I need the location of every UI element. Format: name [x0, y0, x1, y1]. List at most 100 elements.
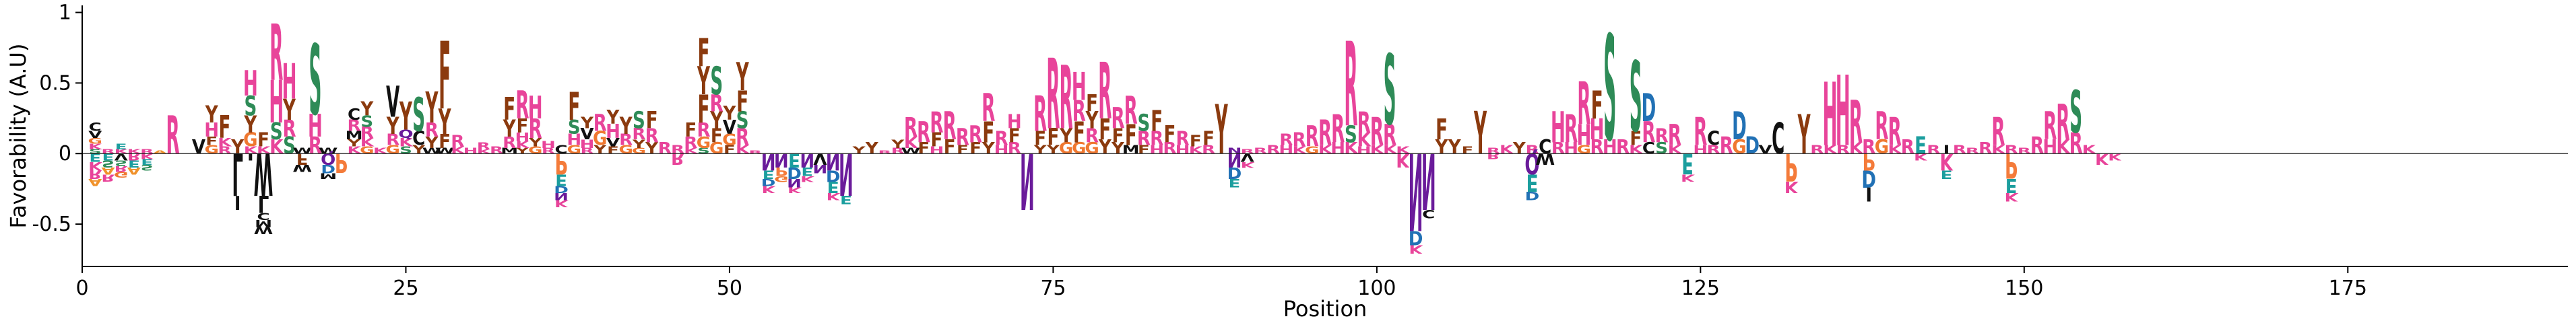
logo-letter: R [994, 129, 1008, 150]
logo-letter: F [1163, 122, 1176, 148]
logo-stack: YFR [1111, 102, 1125, 157]
logo-letter-negative: L [232, 139, 243, 207]
logo-letter: Y [1797, 105, 1811, 168]
logo-letter: R [1318, 113, 1332, 154]
logo-letter: R [593, 110, 607, 137]
logo-stack: C [1772, 115, 1784, 164]
logo-letter: C [1642, 139, 1655, 157]
x-tick-label: 0 [75, 277, 88, 300]
logo-letter: F [1151, 105, 1163, 139]
logo-letter: K [218, 136, 232, 149]
logo-stack: HS [1603, 6, 1617, 174]
logo-letter: R [697, 120, 710, 141]
logo-letter-negative: V [115, 151, 129, 163]
logo-letter: F [931, 130, 943, 151]
logo-letter: F [1436, 114, 1448, 147]
logo-letter: K [244, 145, 258, 156]
logo-letter: F [917, 139, 930, 157]
logo-letter: R [645, 125, 659, 147]
logo-letter-negative: D [1409, 226, 1423, 248]
logo-letter: C [1539, 137, 1551, 158]
logo-letter-negative: D [1861, 164, 1876, 190]
logo-letter: F [1099, 114, 1111, 147]
logo-letter-negative: G [114, 170, 128, 180]
logo-stack: H [463, 146, 478, 155]
logo-letter-negative: P [1863, 147, 1875, 174]
logo-letter-negative: P [1784, 144, 1797, 189]
logo-letter: R [632, 125, 645, 143]
logo-letter: F [1125, 119, 1137, 153]
x-tick-label: 75 [1040, 277, 1066, 300]
logo-letter-negative: E [1681, 146, 1694, 180]
logo-letter: R [1590, 137, 1604, 158]
logo-letter: Y [386, 113, 399, 139]
logo-letter: G [1305, 145, 1319, 156]
logo-letter: K [515, 139, 529, 150]
y-axis-label: Favorability (A.U) [5, 44, 31, 229]
x-tick-label: 25 [393, 277, 418, 300]
logo-letter-negative: R [671, 150, 684, 168]
logo-letter: R [1875, 104, 1888, 149]
logo-letter: Y [1098, 137, 1112, 158]
logo-stack: R [2018, 146, 2032, 155]
logo-letter: R [269, 9, 283, 99]
logo-letter-negative: N [1020, 135, 1035, 225]
logo-letter-negative: K [800, 174, 815, 184]
logo-stack: K [2082, 143, 2096, 157]
logo-stack: YF [1435, 114, 1449, 159]
logo-stack: KR [1849, 89, 1863, 157]
logo-letter: H [1007, 111, 1022, 133]
logo-letter-negative: Q [1524, 146, 1539, 180]
logo-letter: K [1292, 145, 1306, 156]
logo-letter: R [1888, 110, 1902, 155]
logo-letter: Y [619, 113, 633, 139]
logo-stack: KK [1396, 145, 1411, 171]
logo-letter: Y [528, 136, 542, 149]
logo-stack: RR [671, 143, 684, 168]
logo-letter: V [606, 136, 620, 149]
logo-letter-negative: N [787, 176, 802, 189]
logo-letter: R [1111, 102, 1124, 136]
logo-letter: Y [360, 98, 374, 120]
logo-letter: G [1875, 137, 1889, 158]
logo-letter: H [1823, 64, 1838, 166]
logo-letter: H [1590, 114, 1605, 147]
logo-letter: S [1603, 6, 1616, 174]
y-tick-label: 0.5 [39, 71, 71, 95]
logo-letter: F [1073, 116, 1085, 150]
logo-letter-negative: K [1784, 178, 1799, 196]
logo-letter: R [1966, 146, 1980, 155]
logo-letter: R [515, 83, 529, 128]
logo-letter: R [1357, 106, 1371, 140]
logo-stack: NEK [800, 149, 815, 184]
logo-letter: F [439, 24, 451, 131]
logo-stack: RH [541, 139, 556, 155]
logo-letter-negative: E [827, 178, 839, 196]
logo-letter: R [1279, 131, 1293, 149]
logo-letter-negative: N [774, 149, 789, 170]
logo-stack: FR [917, 116, 930, 157]
logo-letter: R [1163, 139, 1176, 157]
logo-letter: H [515, 131, 530, 144]
logo-letter: F [982, 116, 994, 150]
logo-letter: V [88, 129, 102, 141]
x-tick-label: 175 [2329, 277, 2367, 300]
logo-letter: F [568, 84, 580, 129]
logo-letter: H [243, 63, 258, 104]
logo-letter: R [1668, 119, 1681, 153]
logo-letter: G [709, 139, 723, 157]
axes: -0.5 0 0.5 1 0 25 50 75 100 125 150 175 Position Favo… [5, 1, 2568, 322]
logo-letter: H [567, 131, 581, 149]
logo-stack: FR [943, 104, 957, 158]
logo-stack: R [1254, 146, 1268, 155]
logo-letter: F [646, 108, 658, 134]
x-tick-label: 150 [2005, 277, 2043, 300]
logo-letter-negative: M [255, 217, 272, 229]
logo-letter-negative: S [115, 159, 127, 168]
